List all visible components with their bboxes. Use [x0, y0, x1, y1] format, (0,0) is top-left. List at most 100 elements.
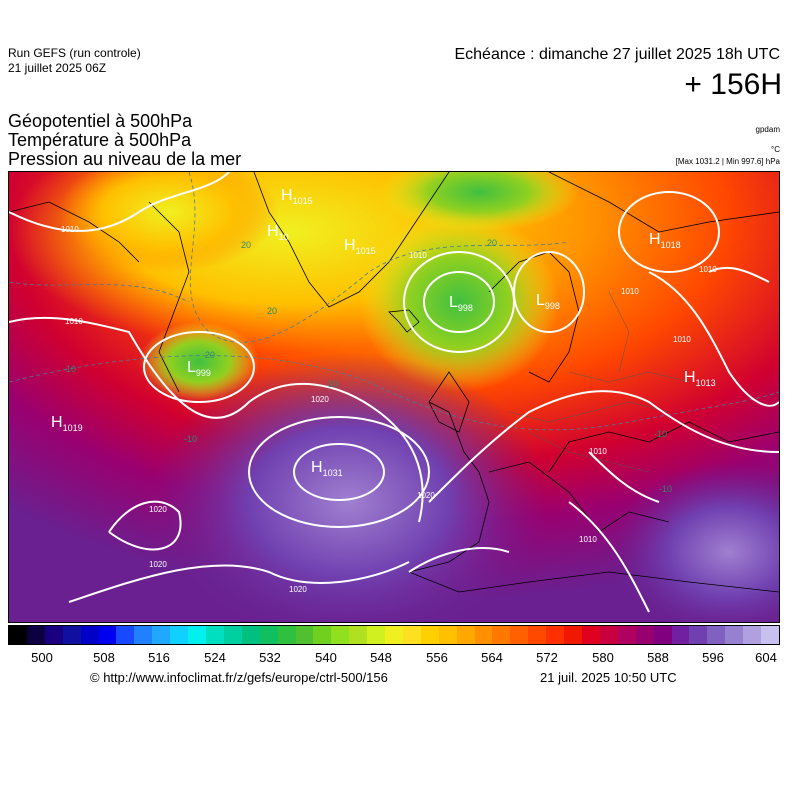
colorbar — [8, 625, 780, 645]
colorbar-swatch — [188, 626, 206, 644]
colorbar-swatch — [564, 626, 582, 644]
colorbar-swatch — [26, 626, 45, 644]
map-canvas: 1010 1010 1010 1010 1020 1020 1020 1020 1020 1010… — [9, 172, 779, 622]
weather-map[interactable]: 1010 1010 1010 1010 1020 1020 1020 1020 1020 1010… — [8, 171, 780, 623]
colorbar-tick-label: 516 — [148, 650, 170, 665]
colorbar-swatch — [134, 626, 153, 644]
colorbar-swatch — [295, 626, 314, 644]
colorbar-swatch — [223, 626, 242, 644]
isobar-label: 1020 — [289, 585, 307, 594]
colorbar-swatch — [277, 626, 296, 644]
isotherm-label: 20 — [205, 350, 215, 360]
colorbar-swatch — [474, 626, 493, 644]
colorbar-tick-label: 556 — [426, 650, 448, 665]
colorbar-tick-label: 580 — [592, 650, 614, 665]
isotherm-label: -10 — [659, 484, 672, 494]
colorbar-swatch — [725, 626, 744, 644]
isobar-label: 1020 — [149, 505, 167, 514]
isotherm-label: 20 — [487, 238, 497, 248]
isotherm-label: -10 — [63, 364, 76, 374]
colorbar-tick-label: 540 — [315, 650, 337, 665]
lead-time: + 156H — [684, 68, 782, 101]
colorbar-swatch — [743, 626, 762, 644]
colorbar-tick-label: 500 — [31, 650, 53, 665]
isobar-label: 1010 — [673, 335, 691, 344]
isobar-label: 1010 — [579, 535, 597, 544]
colorbar-swatch — [9, 626, 27, 644]
colorbar-swatch — [44, 626, 63, 644]
isotherm-label: 20 — [241, 240, 251, 250]
colorbar-swatch — [152, 626, 171, 644]
cold-pool-norway — [359, 212, 559, 392]
colorbar-tick-label: 604 — [755, 650, 777, 665]
colorbar-swatch — [635, 626, 654, 644]
colorbar-swatch — [761, 626, 779, 644]
warm-dome-east — [609, 462, 779, 622]
colorbar-tick-label: 596 — [702, 650, 724, 665]
colorbar-swatch — [170, 626, 189, 644]
colorbar-tick-label: 508 — [93, 650, 115, 665]
isobar-label: 1010 — [409, 251, 427, 260]
colorbar-swatch — [205, 626, 224, 644]
isobar-label: 1010 — [65, 317, 83, 326]
colorbar-swatch — [420, 626, 439, 644]
isobar-label: 1020 — [311, 395, 329, 404]
generated-time: 21 juil. 2025 10:50 UTC — [540, 670, 677, 685]
run-date: 21 juillet 2025 06Z — [8, 61, 107, 75]
coastlines — [9, 172, 779, 593]
colorbar-swatch — [98, 626, 117, 644]
colorbar-tick-label: 532 — [259, 650, 281, 665]
isobar-label: 1010 — [589, 447, 607, 456]
colorbar-swatch — [492, 626, 511, 644]
unit-geopot: gpdam — [755, 125, 780, 134]
colorbar-swatch — [313, 626, 332, 644]
colorbar-tick-label: 588 — [647, 650, 669, 665]
isobar-label: 1010 — [621, 287, 639, 296]
colorbar-swatch — [385, 626, 403, 644]
colorbar-swatch — [528, 626, 547, 644]
isotherm-label: -10 — [654, 429, 667, 439]
isobars — [9, 172, 779, 613]
temperature-isotherms — [9, 172, 779, 431]
colorbar-ticks: 500 508 516 524 532 540 548 556 564 572 580 588 596 6… — [8, 650, 780, 666]
isobar-label: 1010 — [61, 225, 79, 234]
isotherm-label: 20 — [267, 306, 277, 316]
colorbar-swatch — [331, 626, 350, 644]
valid-time: Echéance : dimanche 27 juillet 2025 18h … — [454, 46, 780, 63]
title-geopotential: Géopotentiel à 500hPa — [8, 111, 193, 131]
colorbar-swatch — [546, 626, 565, 644]
unit-temp: °C — [771, 145, 780, 154]
isobar-labels: 1010 1010 1010 1010 1020 1020 1020 1020 1020 1010… — [61, 225, 717, 594]
colorbar-swatch — [689, 626, 708, 644]
colorbar-swatch — [80, 626, 99, 644]
colorbar-tick-label: 548 — [370, 650, 392, 665]
colorbar-tick-label: 564 — [481, 650, 503, 665]
colorbar-swatch — [671, 626, 690, 644]
cold-pool-arctic — [379, 172, 579, 232]
colorbar-swatch — [707, 626, 726, 644]
colorbar-tick-label: 524 — [204, 650, 226, 665]
colorbar-swatch — [402, 626, 421, 644]
isobar-label: 1010 — [699, 265, 717, 274]
colorbar-swatch — [599, 626, 618, 644]
colorbar-swatch — [456, 626, 475, 644]
colorbar-swatch — [349, 626, 368, 644]
colorbar-tick-label: 572 — [536, 650, 558, 665]
colorbar-swatch — [653, 626, 672, 644]
colorbar-swatch — [438, 626, 457, 644]
run-label: Run GEFS (run controle) — [8, 46, 141, 60]
colorbar-swatch — [510, 626, 529, 644]
isobar-label: 1020 — [417, 491, 435, 500]
title-temperature: Température à 500hPa — [8, 130, 192, 150]
warm-dome-azores — [149, 352, 549, 622]
pressure-range: [Max 1031.2 | Min 997.6] hPa — [675, 157, 780, 166]
colorbar-swatch — [582, 626, 600, 644]
source-url[interactable]: © http://www.infoclimat.fr/z/gefs/europe… — [90, 670, 388, 685]
title-pressure: Pression au niveau de la mer — [8, 149, 242, 169]
colorbar-swatch — [259, 626, 278, 644]
colorbar-swatch — [617, 626, 636, 644]
colorbar-swatch — [241, 626, 260, 644]
borders — [508, 291, 690, 473]
colorbar-swatch — [367, 626, 386, 644]
